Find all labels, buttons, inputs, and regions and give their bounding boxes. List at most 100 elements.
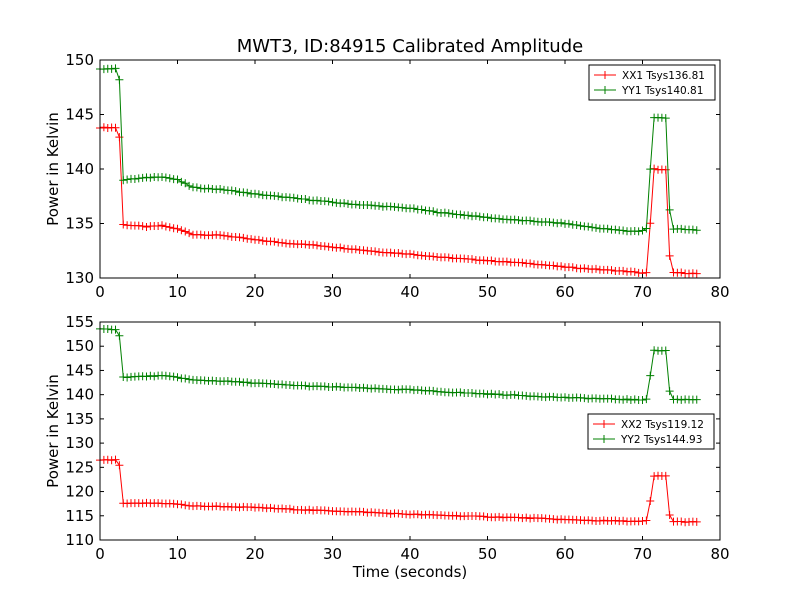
y-tick-label: 145: [65, 106, 94, 124]
data-point: [607, 394, 616, 403]
data-point: [619, 266, 628, 275]
y-tick-label: 130: [65, 269, 94, 287]
data-point: [665, 387, 674, 396]
data-point: [161, 371, 170, 380]
data-point: [231, 187, 240, 196]
series-xx1: [96, 123, 701, 278]
y-tick-label: 125: [65, 458, 94, 476]
data-point: [165, 223, 174, 232]
data-point: [440, 208, 449, 217]
data-point: [247, 235, 256, 244]
data-point: [185, 375, 194, 384]
data-point: [359, 383, 368, 392]
x-tick-label: 60: [555, 545, 574, 563]
data-point: [115, 75, 124, 84]
data-point: [468, 388, 476, 397]
data-point: [646, 496, 655, 505]
data-point: [429, 207, 438, 216]
data-point: [169, 372, 178, 381]
data-point: [351, 383, 360, 392]
data-point: [584, 222, 593, 231]
data-point: [406, 249, 414, 258]
data-point: [243, 378, 252, 387]
legend-marker: [601, 71, 609, 79]
data-point: [568, 263, 577, 272]
data-point: [146, 371, 155, 380]
data-point: [522, 513, 531, 522]
data-point: [185, 229, 194, 238]
data-point: [677, 224, 686, 233]
data-point: [204, 184, 213, 193]
data-point: [351, 200, 360, 209]
data-point: [692, 269, 701, 278]
data-point: [196, 230, 205, 239]
y-tick-label: 140: [65, 160, 94, 178]
data-point: [394, 249, 403, 258]
data-point: [444, 209, 453, 218]
x-tick-label: 30: [323, 545, 342, 563]
series-xx2: [96, 455, 701, 527]
data-point: [607, 266, 616, 275]
legend-box: [588, 64, 716, 101]
data-point: [634, 227, 643, 236]
data-point: [340, 199, 349, 208]
data-point: [611, 225, 620, 234]
data-point: [611, 516, 620, 525]
data-point: [448, 209, 457, 218]
data-point: [254, 235, 263, 244]
data-point: [665, 511, 674, 520]
data-point: [227, 186, 236, 195]
data-point: [646, 219, 655, 228]
data-point: [285, 504, 294, 513]
data-point: [638, 395, 647, 404]
data-point: [235, 377, 244, 386]
data-point: [278, 504, 287, 513]
data-point: [406, 385, 414, 394]
legend-marker: [601, 86, 609, 94]
data-point: [576, 221, 585, 230]
data-point: [588, 223, 597, 232]
data-point: [398, 203, 407, 212]
data-point: [181, 374, 190, 383]
data-point: [692, 517, 701, 526]
data-point: [173, 224, 182, 233]
data-point: [642, 224, 651, 233]
data-point: [328, 198, 337, 207]
data-point: [301, 381, 310, 390]
data-point: [386, 248, 395, 257]
data-point: [181, 501, 190, 510]
data-point: [192, 183, 201, 192]
data-point: [595, 516, 604, 525]
data-point: [495, 214, 504, 223]
data-point: [619, 226, 628, 235]
data-point: [301, 195, 310, 204]
data-point: [429, 386, 438, 395]
y-tick-label: 150: [65, 337, 94, 355]
data-point: [409, 204, 418, 213]
data-point: [313, 241, 321, 250]
legend-box: [587, 413, 715, 450]
data-point: [646, 371, 655, 380]
data-point: [161, 222, 170, 231]
data-point: [320, 242, 329, 251]
data-point: [549, 261, 558, 270]
data-point: [177, 226, 186, 235]
data-point: [223, 232, 232, 241]
data-point: [572, 221, 581, 230]
data-point: [483, 213, 492, 222]
data-point: [270, 379, 279, 388]
data-point: [483, 390, 492, 399]
series-yy1: [96, 64, 701, 236]
legend-entry: XX1 Tsys136.81: [622, 70, 705, 82]
data-point: [471, 211, 480, 220]
data-point: [561, 393, 569, 402]
data-point: [336, 382, 345, 391]
data-point: [115, 461, 124, 470]
data-point: [320, 382, 329, 391]
x-tick-label: 70: [633, 545, 652, 563]
data-point: [642, 516, 651, 525]
data-point: [580, 264, 589, 273]
data-point: [150, 372, 159, 381]
x-tick-label: 70: [633, 283, 652, 301]
